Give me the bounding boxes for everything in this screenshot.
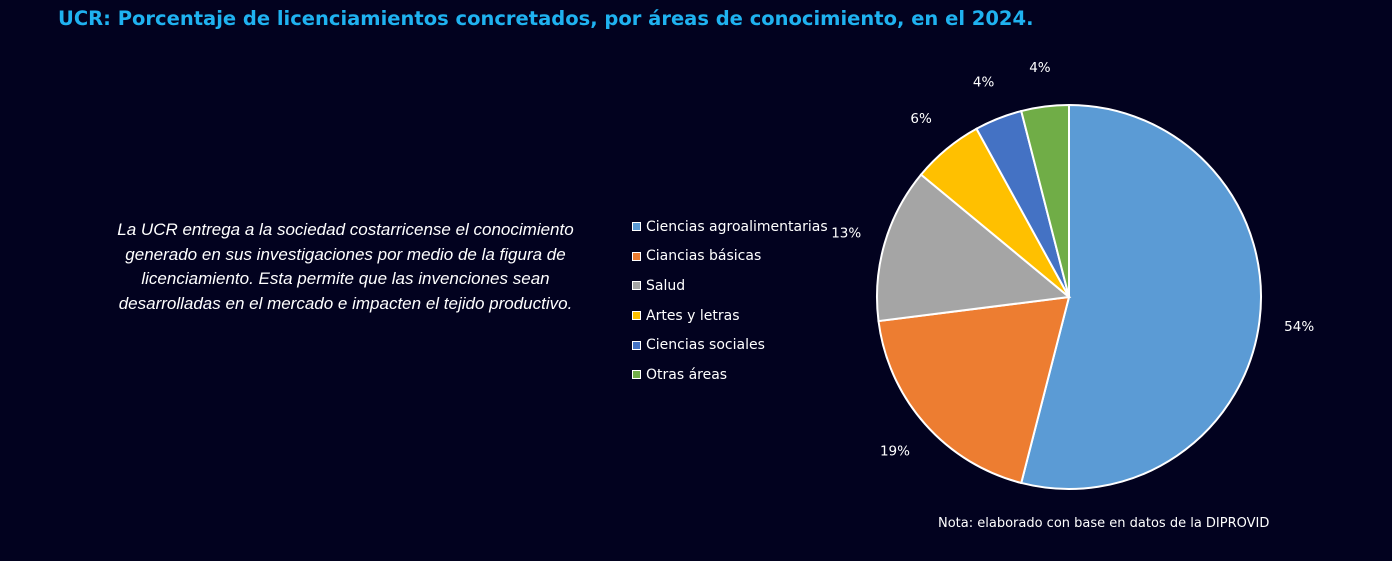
legend-label: Ciancias básicas: [646, 248, 762, 265]
pie-data-label: 4%: [1029, 60, 1051, 76]
chart-title: UCR: Porcentaje de licenciamientos concr…: [58, 7, 1034, 30]
legend-swatch: [632, 340, 641, 350]
legend-swatch: [632, 370, 641, 380]
pie-data-label: 19%: [880, 443, 910, 459]
chart-legend: Ciencias agroalimentarias Ciancias básica…: [632, 212, 828, 390]
pie-slice: [1020, 103, 1070, 298]
legend-item: Ciencias agroalimentarias: [632, 212, 828, 242]
source-note: Nota: elaborado con base en datos de la …: [938, 516, 1270, 531]
pie-slice: [876, 173, 1072, 323]
pie-data-label: 6%: [910, 111, 932, 127]
legend-item: Salud: [632, 271, 828, 301]
legend-swatch: [632, 311, 641, 321]
legend-item: Artes y letras: [632, 301, 828, 331]
legend-item: Ciancias básicas: [632, 242, 828, 272]
pie-data-label: 4%: [973, 74, 995, 90]
legend-label: Ciencias agroalimentarias: [646, 218, 828, 235]
legend-swatch: [632, 281, 641, 291]
legend-swatch: [632, 222, 641, 232]
pie-slice: [877, 295, 1071, 485]
legend-label: Artes y letras: [646, 307, 740, 324]
legend-item: Ciencias sociales: [632, 330, 828, 360]
legend-swatch: [632, 251, 641, 261]
legend-label: Ciencias sociales: [646, 337, 765, 354]
legend-label: Salud: [646, 277, 686, 294]
description-text: La UCR entrega a la sociedad costarricen…: [117, 220, 574, 313]
pie-data-label: 13%: [831, 225, 861, 241]
legend-item: Otras áreas: [632, 360, 828, 390]
legend-label: Otras áreas: [646, 366, 728, 383]
pie-data-label: 54%: [1284, 319, 1314, 335]
pie-slice: [1020, 103, 1262, 490]
